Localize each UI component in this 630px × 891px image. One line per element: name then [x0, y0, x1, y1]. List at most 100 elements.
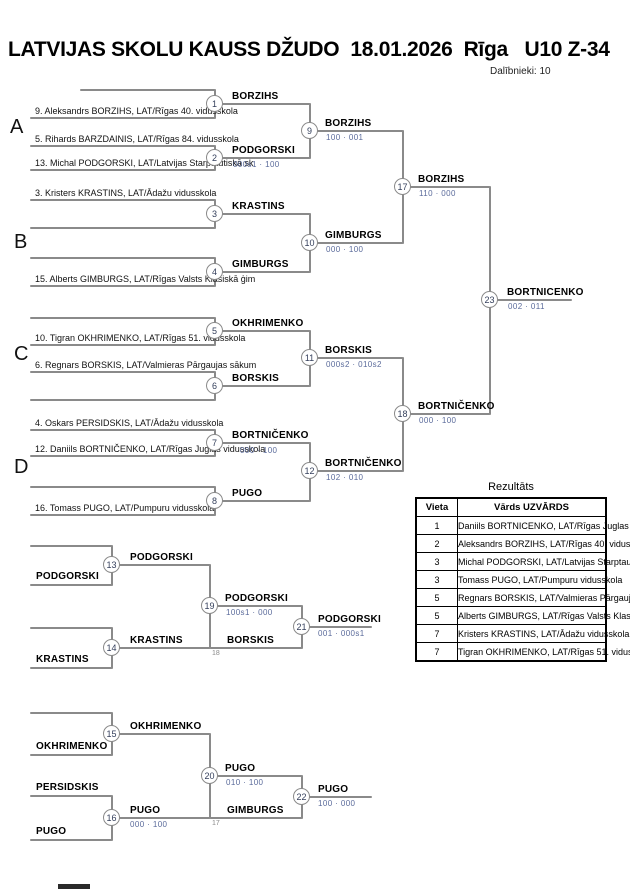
bracket-line	[30, 429, 215, 431]
results-title: Rezultāts	[488, 481, 534, 493]
match-winner: PUGO	[225, 763, 256, 774]
bracket-line	[30, 285, 215, 287]
bracket-line	[30, 667, 112, 669]
entry-name: 16. Tomass PUGO, LAT/Pumpuru vidusskola	[35, 503, 215, 513]
entry-name: 10. Tigran OKHRIMENKO, LAT/Rīgas 51. vid…	[35, 333, 246, 343]
repechage-entry: GIMBURGS	[227, 805, 284, 816]
results-table: Vieta Vārds UZVĀRDS 1 Daniils BORTNICENK…	[415, 497, 630, 662]
match-number: 1	[206, 95, 223, 112]
bracket-line	[403, 186, 490, 188]
match-number: 3	[206, 205, 223, 222]
bracket-line	[302, 626, 372, 628]
bracket-line	[210, 817, 302, 819]
bracket-line	[302, 796, 372, 798]
bracket-line	[215, 500, 310, 502]
bracket-line	[30, 455, 215, 457]
name-cell: Kristers KRASTINS, LAT/Ādažu vidusskola	[457, 624, 629, 643]
bracket-line	[30, 317, 215, 319]
name-cell: Tomass PUGO, LAT/Pumpuru vidusskola	[457, 570, 622, 589]
match-score: 100s1 · 000	[226, 608, 273, 617]
section-label-c: C	[14, 343, 29, 365]
table-header-row: Vieta Vārds UZVĀRDS	[415, 497, 607, 517]
match-number: 22	[293, 788, 310, 805]
match-number: 14	[103, 639, 120, 656]
match-number: 7	[206, 434, 223, 451]
bracket-line	[403, 413, 490, 415]
match-winner: BORZIHS	[418, 174, 465, 185]
source-match-ref: 17	[212, 820, 220, 827]
name-cell: Daniils BORTNICENKO, LAT/Rīgas Juglas vi…	[457, 516, 630, 535]
match-winner: BORTNIČENKO	[232, 430, 309, 441]
entry-name: 3. Kristers KRASTINS, LAT/Ādažu vidussko…	[35, 188, 217, 198]
entry-name: 5. Rihards BARZDAINIS, LAT/Rīgas 84. vid…	[35, 134, 239, 144]
entry-name: 6. Regnars BORSKIS, LAT/Valmieras Pārgau…	[35, 360, 257, 370]
bracket-line	[112, 733, 210, 735]
bracket-line	[112, 647, 210, 649]
match-number: 15	[103, 725, 120, 742]
match-score: 110 · 000	[419, 189, 456, 198]
match-score: 000 · 100	[130, 820, 168, 829]
bracket-line	[310, 470, 403, 472]
place-cell: 5	[415, 606, 458, 625]
match-score: 000 · 100	[326, 245, 364, 254]
bracket-line	[30, 199, 215, 201]
match-winner: BORZIHS	[232, 91, 279, 102]
match-number: 19	[201, 597, 218, 614]
name-cell: Aleksandrs BORZIHS, LAT/Rīgas 40. viduss…	[457, 534, 630, 553]
bracket-line	[80, 89, 215, 91]
match-winner: PODGORSKI	[225, 593, 288, 604]
bracket-line	[30, 839, 112, 841]
match-winner: PUGO	[318, 784, 349, 795]
page-title: LATVIJAS SKOLU KAUSS DŽUDO 18.01.2026 Rī…	[8, 38, 610, 61]
match-number: 13	[103, 556, 120, 573]
bracket-line	[215, 103, 310, 105]
match-score: 010 · 100	[226, 778, 264, 787]
bracket-line	[310, 357, 403, 359]
section-label-d: D	[14, 456, 29, 478]
place-cell: 3	[415, 570, 458, 589]
match-number: 16	[103, 809, 120, 826]
participants-count: Dalībnieki: 10	[490, 66, 551, 77]
match-number: 17	[394, 178, 411, 195]
bracket-line	[215, 213, 310, 215]
table-row: 5 Regnars BORSKIS, LAT/Valmieras Pārgauj…	[415, 588, 630, 607]
column-header-place: Vieta	[415, 497, 458, 517]
bracket-line	[215, 385, 310, 387]
match-number: 8	[206, 492, 223, 509]
match-number: 2	[206, 149, 223, 166]
bracket-line	[210, 605, 302, 607]
bracket-line	[30, 227, 215, 229]
match-score: 000 · 100	[419, 416, 457, 425]
name-cell: Alberts GIMBURGS, LAT/Rīgas Valsts Klasi…	[457, 606, 630, 625]
match-winner: GIMBURGS	[232, 259, 289, 270]
bracket-line	[215, 157, 310, 159]
match-score: 100 · 001	[326, 133, 364, 142]
bracket-line	[30, 257, 215, 259]
bracket-line	[215, 442, 310, 444]
bracket-line	[30, 486, 215, 488]
name-cell: Regnars BORSKIS, LAT/Valmieras Pārgaujas…	[457, 588, 630, 607]
section-label-b: B	[14, 231, 28, 253]
bracket-line	[215, 330, 310, 332]
match-winner: PODGORSKI	[232, 145, 295, 156]
bracket-line	[30, 399, 215, 401]
match-winner: OKHRIMENKO	[232, 318, 304, 329]
match-winner: PUGO	[130, 805, 161, 816]
match-number: 10	[301, 234, 318, 251]
place-cell: 7	[415, 642, 458, 662]
match-winner: BORSKIS	[325, 345, 372, 356]
place-cell: 1	[415, 516, 458, 535]
match-score: 000s2 · 010s2	[326, 360, 382, 369]
match-winner: KRASTINS	[130, 635, 183, 646]
match-winner: GIMBURGS	[325, 230, 382, 241]
bracket-line	[30, 514, 215, 516]
match-winner: BORTNIČENKO	[325, 458, 402, 469]
bracket-line	[30, 795, 112, 797]
entry-name: 13. Michal PODGORSKI, LAT/Latvijas Starp…	[35, 158, 254, 168]
section-label-a: A	[10, 116, 24, 138]
source-match-ref: 18	[212, 650, 220, 657]
match-winner: KRASTINS	[232, 201, 285, 212]
match-number: 20	[201, 767, 218, 784]
table-row: 5 Alberts GIMBURGS, LAT/Rīgas Valsts Kla…	[415, 606, 630, 625]
